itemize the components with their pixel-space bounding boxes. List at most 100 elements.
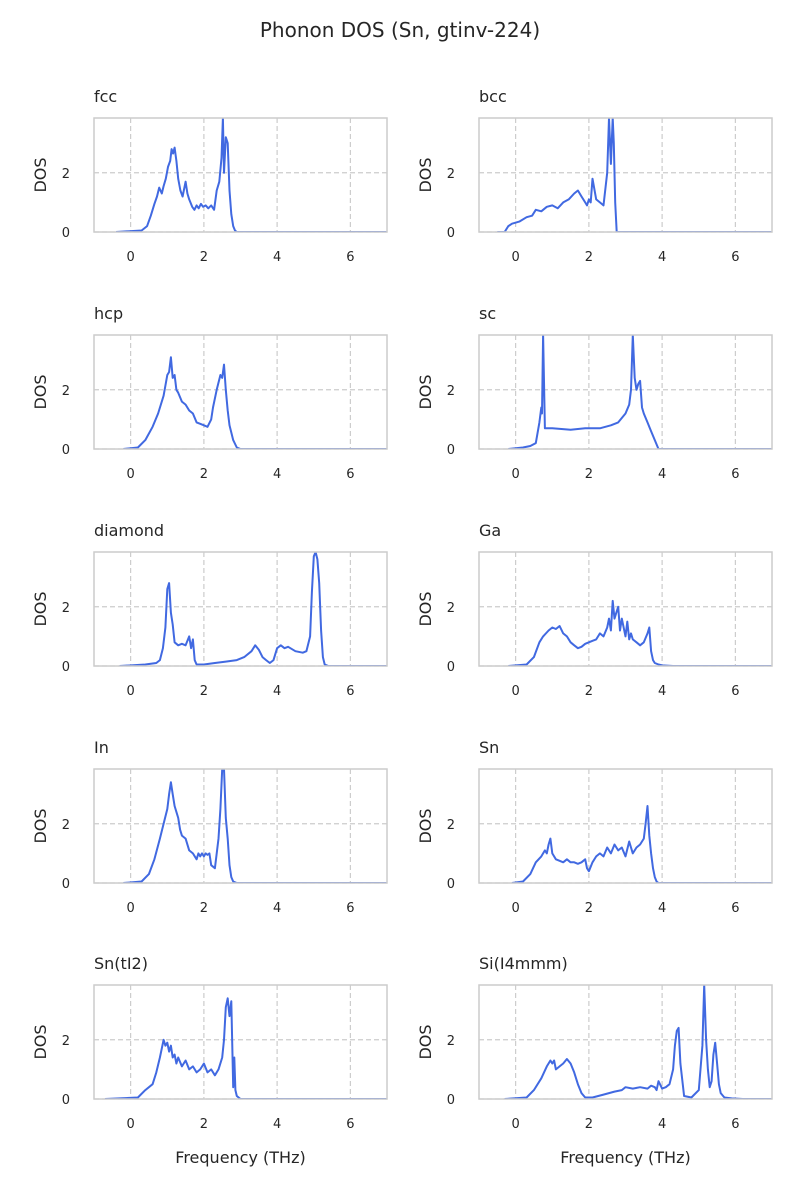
x-tick-label: 0 <box>511 1117 519 1132</box>
x-tick-label: 6 <box>731 467 739 482</box>
x-tick-label: 4 <box>273 901 281 916</box>
x-tick-label: 4 <box>658 901 666 916</box>
y-tick-label: 0 <box>447 660 455 675</box>
x-tick-label: 6 <box>346 1117 354 1132</box>
y-tick-label: 0 <box>447 1093 455 1108</box>
x-tick-label: 4 <box>658 1117 666 1132</box>
y-axis-label: DOS <box>31 1024 50 1059</box>
y-tick-label: 2 <box>447 601 455 616</box>
dos-line <box>511 805 772 883</box>
y-tick-label: 0 <box>447 877 455 892</box>
subplot-sc: 0 2 4 6 0 2 sc DOS <box>416 304 773 482</box>
y-axis-label: DOS <box>31 374 50 409</box>
dos-line <box>508 599 772 666</box>
axes-frame <box>478 984 773 1100</box>
x-tick-label: 6 <box>731 250 739 265</box>
y-axis-label: DOS <box>31 157 50 192</box>
y-tick-label: 2 <box>62 1034 70 1049</box>
y-tick-label: 0 <box>447 443 455 458</box>
x-tick-label: 0 <box>126 684 134 699</box>
axes-frame <box>478 551 773 667</box>
y-tick-label: 0 <box>62 660 70 675</box>
subplot-bcc: 0 2 4 6 0 2 bcc DOS <box>416 87 773 265</box>
x-tick-label: 2 <box>200 684 208 699</box>
x-axis-label: Frequency (THz) <box>560 1148 690 1167</box>
axes-frame <box>93 334 388 450</box>
y-axis-label: DOS <box>31 591 50 626</box>
subplot-sn-ti2-: 0 2 4 6 0 2 Sn(tI2) DOS Frequency (THz) <box>31 954 388 1167</box>
axes-frame <box>93 117 388 233</box>
x-tick-label: 6 <box>346 901 354 916</box>
x-tick-label: 0 <box>511 901 519 916</box>
y-tick-label: 0 <box>62 1093 70 1108</box>
x-tick-label: 0 <box>511 467 519 482</box>
subplot-title: Si(I4mmm) <box>479 954 568 973</box>
x-tick-label: 6 <box>346 684 354 699</box>
y-tick-label: 2 <box>62 818 70 833</box>
x-tick-label: 4 <box>273 1117 281 1132</box>
y-tick-label: 0 <box>62 226 70 241</box>
dos-line <box>123 356 387 449</box>
x-tick-label: 0 <box>126 1117 134 1132</box>
axes-frame <box>93 551 388 667</box>
dos-line <box>504 985 772 1099</box>
subplot-si-i4mmm-: 0 2 4 6 0 2 Si(I4mmm) DOS Frequency (THz) <box>416 954 773 1167</box>
figure-title: Phonon DOS (Sn, gtinv-224) <box>259 18 541 42</box>
y-axis-label: DOS <box>416 374 435 409</box>
x-tick-label: 6 <box>731 684 739 699</box>
dos-line <box>104 997 387 1099</box>
dos-line <box>497 118 772 232</box>
x-tick-label: 0 <box>511 684 519 699</box>
subplot-title: fcc <box>94 87 117 106</box>
x-tick-label: 0 <box>126 901 134 916</box>
dos-line <box>119 552 387 666</box>
x-tick-label: 6 <box>731 901 739 916</box>
x-tick-label: 2 <box>585 684 593 699</box>
x-tick-label: 4 <box>273 684 281 699</box>
y-axis-label: DOS <box>416 591 435 626</box>
axes-frame <box>93 768 388 884</box>
y-tick-label: 0 <box>447 226 455 241</box>
subplot-sn: 0 2 4 6 0 2 Sn DOS <box>416 738 773 916</box>
x-tick-label: 2 <box>585 1117 593 1132</box>
x-tick-label: 4 <box>658 467 666 482</box>
x-tick-label: 6 <box>346 467 354 482</box>
y-tick-label: 2 <box>62 384 70 399</box>
subplot-title: Sn(tI2) <box>94 954 148 973</box>
y-tick-label: 0 <box>62 443 70 458</box>
x-tick-label: 2 <box>200 467 208 482</box>
x-tick-label: 2 <box>200 1117 208 1132</box>
x-tick-label: 0 <box>126 250 134 265</box>
subplot-ga: 0 2 4 6 0 2 Ga DOS <box>416 521 773 699</box>
axes-frame <box>478 768 773 884</box>
x-tick-label: 2 <box>585 901 593 916</box>
subplot-fcc: 0 2 4 6 0 2 fcc DOS <box>31 87 388 265</box>
x-tick-label: 4 <box>658 684 666 699</box>
x-tick-label: 0 <box>511 250 519 265</box>
subplot-hcp: 0 2 4 6 0 2 hcp DOS <box>31 304 388 482</box>
subplot-in: 0 2 4 6 0 2 In DOS <box>31 738 388 916</box>
x-tick-label: 4 <box>658 250 666 265</box>
x-tick-label: 2 <box>585 250 593 265</box>
y-axis-label: DOS <box>416 808 435 843</box>
x-tick-label: 0 <box>126 467 134 482</box>
y-tick-label: 2 <box>62 167 70 182</box>
y-tick-label: 2 <box>447 1034 455 1049</box>
y-tick-label: 2 <box>447 818 455 833</box>
y-tick-label: 2 <box>447 167 455 182</box>
subplot-diamond: 0 2 4 6 0 2 diamond DOS <box>31 521 388 699</box>
subplot-title: In <box>94 738 109 757</box>
axes-frame <box>93 984 388 1100</box>
y-tick-label: 2 <box>447 384 455 399</box>
subplot-title: diamond <box>94 521 164 540</box>
subplot-title: Sn <box>479 738 499 757</box>
x-tick-label: 2 <box>200 250 208 265</box>
y-axis-label: DOS <box>416 157 435 192</box>
dos-line <box>115 118 387 232</box>
y-axis-label: DOS <box>31 808 50 843</box>
axes-frame <box>478 334 773 450</box>
x-tick-label: 4 <box>273 467 281 482</box>
dos-line <box>508 335 772 449</box>
x-tick-label: 4 <box>273 250 281 265</box>
axes-frame <box>478 117 773 233</box>
